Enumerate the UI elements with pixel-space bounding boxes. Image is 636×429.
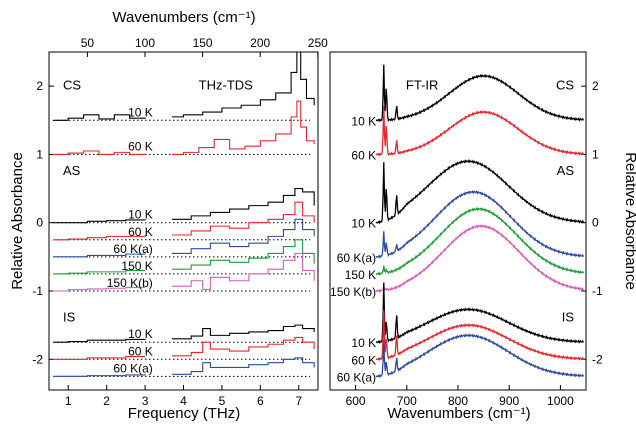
- ftir-series-is-60-k: [375, 309, 584, 362]
- thz-x-tick-label: 2: [103, 394, 110, 408]
- ftir-x-tick-label: 600: [346, 394, 366, 408]
- thz-group-label-as: AS: [63, 163, 81, 178]
- ftir-panel-label: FT-IR: [406, 78, 439, 93]
- thz-series-as-150-k-b: [52, 252, 315, 292]
- thz-x-axis-title: Frequency (THz): [128, 405, 241, 422]
- thz-top-axis-title: Wavenumbers (cm⁻¹): [112, 9, 255, 26]
- thz-x-tick-label: 7: [295, 394, 302, 408]
- ftir-x-tick-label: 900: [499, 394, 519, 408]
- ftir-series-is-10-k: [375, 282, 584, 345]
- thz-panel-label: THz-TDS: [199, 78, 253, 93]
- ftir-series-label: 10 K: [351, 336, 376, 350]
- thz-group-label-cs: CS: [63, 78, 81, 93]
- ftir-panel: 600 700 800 900 1000 -2 -1 0 1 2 10 K 60 K 10 K 60 K(…: [330, 64, 603, 408]
- thz-series-label: 60 K: [128, 344, 153, 358]
- ftir-y-tick-label: 2: [592, 79, 599, 93]
- ftir-y-tick-label: 0: [592, 216, 599, 230]
- thz-series-label: 10 K: [128, 105, 153, 119]
- thz-axis-gap: [154, 58, 171, 384]
- ftir-series-label: 60 K(a): [337, 370, 376, 384]
- ftir-series-as-10-k: [375, 158, 584, 225]
- ftir-series-label: 10 K: [351, 217, 376, 231]
- ftir-x-tick-label: 700: [397, 394, 417, 408]
- ftir-series-as-60-k-a: [375, 189, 584, 259]
- thz-y-tick-label: 2: [36, 79, 43, 93]
- thz-series-label: 10 K: [128, 208, 153, 222]
- ftir-x-axis-title: Wavenumbers (cm⁻¹): [387, 405, 530, 422]
- thz-series-cs-10-k: [52, 51, 315, 121]
- thz-series-is-10-k: [52, 324, 315, 343]
- thz-series-cs-60-k: [52, 100, 315, 155]
- ftir-x-tick-label: 1000: [547, 394, 574, 408]
- thz-series-label: 60 K: [128, 139, 153, 153]
- ftir-group-label-as: AS: [557, 163, 575, 178]
- ftir-series-is-60-k-a: [375, 333, 584, 379]
- ftir-series-label: 150 K(b): [330, 285, 376, 299]
- thz-series-as-150-k: [52, 239, 315, 275]
- thz-top-tick-label: 100: [135, 36, 155, 50]
- thz-panel: 1 2 3 4 5 6 7 50 100 150 200 250 -2 -1 0 1 2 10 K 60 K 10 K…: [32, 36, 328, 408]
- thz-group-label-is: IS: [63, 310, 76, 325]
- thz-series-as-60-k-a: [52, 218, 315, 258]
- thz-series-is-60-k: [52, 336, 315, 360]
- ftir-x-tick-label: 800: [448, 394, 468, 408]
- ftir-series-as-150-k-b: [375, 224, 584, 293]
- ftir-series-label: 10 K: [351, 114, 376, 128]
- thz-x-tick-label: 3: [142, 394, 149, 408]
- ftir-y-tick-label: -1: [592, 284, 603, 298]
- ftir-y-tick-label: 1: [592, 147, 599, 161]
- thz-series-is-60-k-a: [52, 357, 315, 377]
- thz-top-tick-label: 150: [193, 36, 213, 50]
- thz-y-tick-label: -2: [32, 352, 43, 366]
- ftir-series-cs-60-k: [375, 105, 584, 157]
- thz-x-tick-label: 6: [257, 394, 264, 408]
- thz-series-as-10-k: [52, 188, 315, 224]
- ftir-group-label-is: IS: [562, 310, 575, 325]
- thz-series-label: 10 K: [128, 327, 153, 341]
- thz-series-as-60-k: [52, 201, 315, 241]
- thz-series-label: 150 K(b): [107, 276, 153, 290]
- thz-x-tick-label: 1: [65, 394, 72, 408]
- ftir-group-label-cs: CS: [556, 78, 574, 93]
- thz-series-label: 60 K: [128, 225, 153, 239]
- thz-y-tick-label: 0: [36, 216, 43, 230]
- thz-y-tick-label: -1: [32, 284, 43, 298]
- thz-x-tick-label: 5: [219, 394, 226, 408]
- ftir-series-cs-10-k: [375, 64, 584, 123]
- ftir-series-as-150-k: [375, 207, 584, 276]
- ftir-series-label: 60 K: [351, 148, 376, 162]
- thz-top-tick-label: 200: [250, 36, 270, 50]
- ftir-series-label: 60 K(a): [337, 251, 376, 265]
- thz-y-tick-label: 1: [36, 147, 43, 161]
- thz-series-label: 60 K(a): [113, 361, 152, 375]
- ftir-y-tick-label: -2: [592, 352, 603, 366]
- thz-top-tick-label: 250: [308, 36, 328, 50]
- thz-x-tick-label: 4: [180, 394, 187, 408]
- thz-top-tick-label: 50: [81, 36, 95, 50]
- ftir-y-axis-title: Relative Absorbance: [622, 152, 636, 290]
- thz-y-axis-title: Relative Absorbance: [9, 152, 26, 290]
- ftir-series-label: 150 K: [345, 268, 376, 282]
- ftir-series-label: 60 K: [351, 353, 376, 367]
- thz-series-label: 150 K: [121, 259, 152, 273]
- thz-series-label: 60 K(a): [113, 242, 152, 256]
